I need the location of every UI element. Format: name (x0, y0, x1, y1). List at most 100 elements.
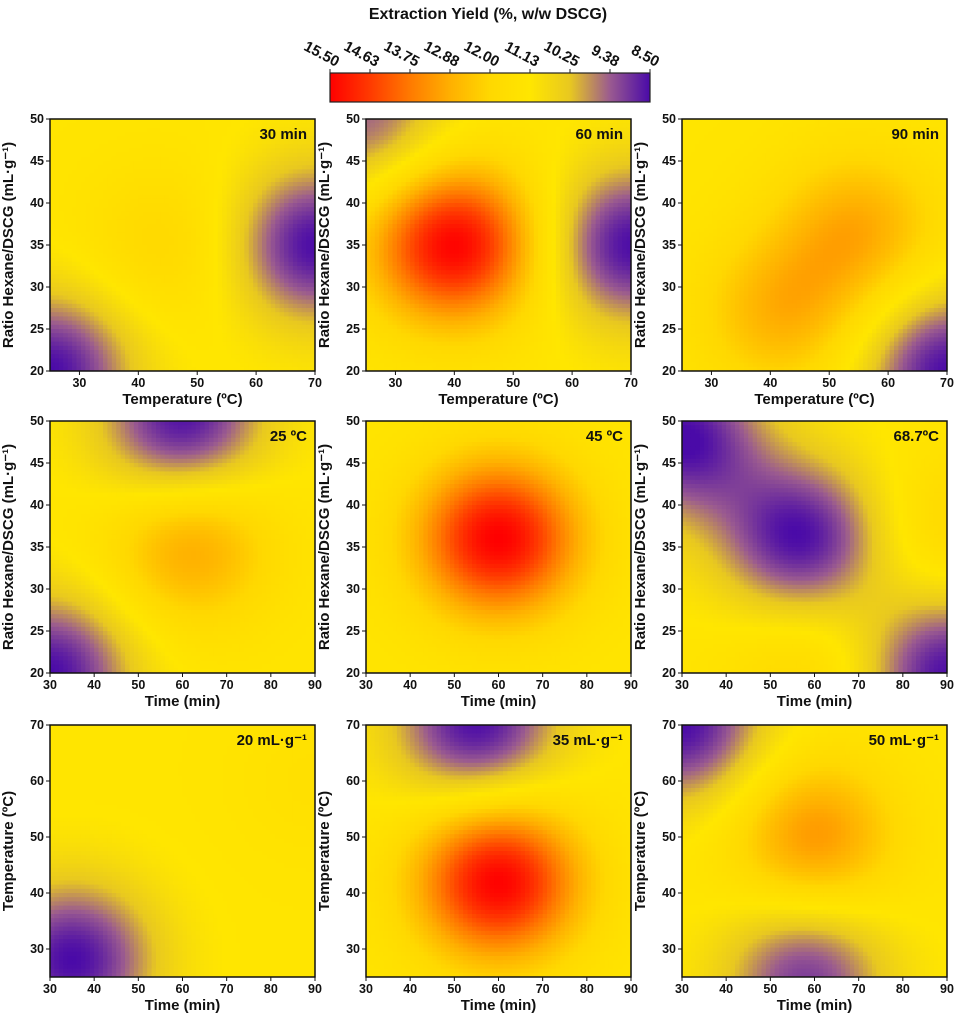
heatmap-cell (142, 316, 148, 322)
heatmap-cell (401, 207, 407, 212)
heatmap-cell (169, 240, 175, 246)
heatmap-cell (182, 207, 188, 212)
heatmap-cell (58, 156, 64, 162)
heatmap-cell (419, 354, 425, 359)
heatmap-cell (288, 320, 294, 326)
heatmap-cell (111, 135, 117, 141)
heatmap-cell (195, 182, 201, 187)
heatmap-cell (138, 253, 144, 259)
heatmap-cell (441, 177, 447, 183)
heatmap-cell (217, 312, 223, 317)
heatmap-cell (279, 177, 285, 183)
heatmap-cell (217, 266, 223, 271)
heatmap-cell (226, 295, 232, 301)
heatmap-cell (98, 240, 104, 246)
heatmap-cell (366, 245, 372, 250)
heatmap-cell (111, 358, 117, 364)
heatmap-cell (449, 207, 455, 212)
heatmap-cell (410, 190, 416, 196)
heatmap-cell (244, 333, 250, 338)
heatmap-cell (262, 261, 268, 267)
heatmap-cell (173, 219, 179, 225)
heatmap-cell (270, 152, 276, 158)
heatmap-cell (151, 308, 157, 313)
heatmap-cell (191, 119, 197, 124)
heatmap-cell (138, 282, 144, 288)
heatmap-cell (436, 165, 442, 170)
heatmap-cell (50, 232, 56, 238)
heatmap-cell (67, 194, 73, 200)
heatmap-cell (449, 316, 455, 322)
heatmap-cell (410, 341, 416, 347)
heatmap-cell (213, 169, 219, 175)
heatmap-cell (178, 362, 184, 368)
heatmap-cell (401, 177, 407, 183)
heatmap-cell (405, 211, 411, 217)
heatmap-cell (248, 354, 254, 359)
heatmap-cell (388, 362, 394, 368)
heatmap-cell (383, 161, 389, 166)
heatmap-cell (160, 119, 166, 124)
heatmap-cell (423, 224, 429, 229)
heatmap-cell (262, 203, 268, 208)
heatmap-cell (151, 211, 157, 217)
heatmap-cell (54, 186, 60, 191)
heatmap-cell (392, 316, 398, 322)
heatmap-cell (120, 308, 126, 313)
heatmap-cell (120, 169, 126, 175)
heatmap-cell (76, 161, 82, 166)
heatmap-cell (405, 257, 411, 263)
heatmap-cell (392, 194, 398, 200)
heatmap-cell (138, 240, 144, 246)
heatmap-cell (111, 308, 117, 313)
heatmap-cell (388, 215, 394, 221)
heatmap-cell (125, 337, 131, 343)
heatmap-cell (222, 224, 228, 229)
heatmap-cell (441, 291, 447, 296)
heatmap-cell (182, 240, 188, 246)
heatmap-cell (173, 316, 179, 322)
heatmap-cell (436, 324, 442, 330)
heatmap-cell (284, 148, 290, 154)
heatmap-cell (248, 198, 254, 204)
heatmap-cell (284, 245, 290, 250)
heatmap-cell (279, 156, 285, 162)
heatmap-cell (257, 362, 263, 368)
heatmap-cell (72, 140, 78, 145)
heatmap-cell (191, 224, 197, 229)
heatmap-cell (107, 291, 113, 296)
heatmap-cell (98, 282, 104, 288)
heatmap-cell (133, 253, 139, 259)
heatmap-cell (156, 177, 162, 183)
heatmap-cell (182, 177, 188, 183)
heatmap-cell (94, 228, 100, 233)
heatmap-cell (222, 278, 228, 284)
heatmap-cell (107, 190, 113, 196)
heatmap-cell (72, 148, 78, 154)
heatmap-cell (288, 228, 294, 233)
heatmap-cell (370, 131, 376, 137)
heatmap-cell (133, 186, 139, 191)
heatmap-cell (147, 119, 153, 124)
heatmap-cell (253, 366, 259, 371)
heatmap-cell (94, 358, 100, 364)
heatmap-cell (284, 224, 290, 229)
heatmap-cell (458, 240, 464, 246)
heatmap-cell (231, 249, 237, 254)
heatmap-cell (111, 245, 117, 250)
heatmap-cell (441, 240, 447, 246)
heatmap-cell (147, 228, 153, 233)
heatmap-cell (306, 140, 312, 145)
heatmap-cell (284, 354, 290, 359)
heatmap-cell (454, 261, 460, 267)
heatmap-cell (279, 320, 285, 326)
heatmap-cell (186, 211, 192, 217)
heatmap-cell (129, 308, 135, 313)
heatmap-cell (173, 358, 179, 364)
heatmap-cell (310, 131, 315, 137)
heatmap-cell (160, 131, 166, 137)
heatmap-cell (209, 135, 215, 141)
heatmap-cell (239, 341, 245, 347)
heatmap-cell (231, 270, 237, 275)
heatmap-cell (133, 148, 139, 154)
